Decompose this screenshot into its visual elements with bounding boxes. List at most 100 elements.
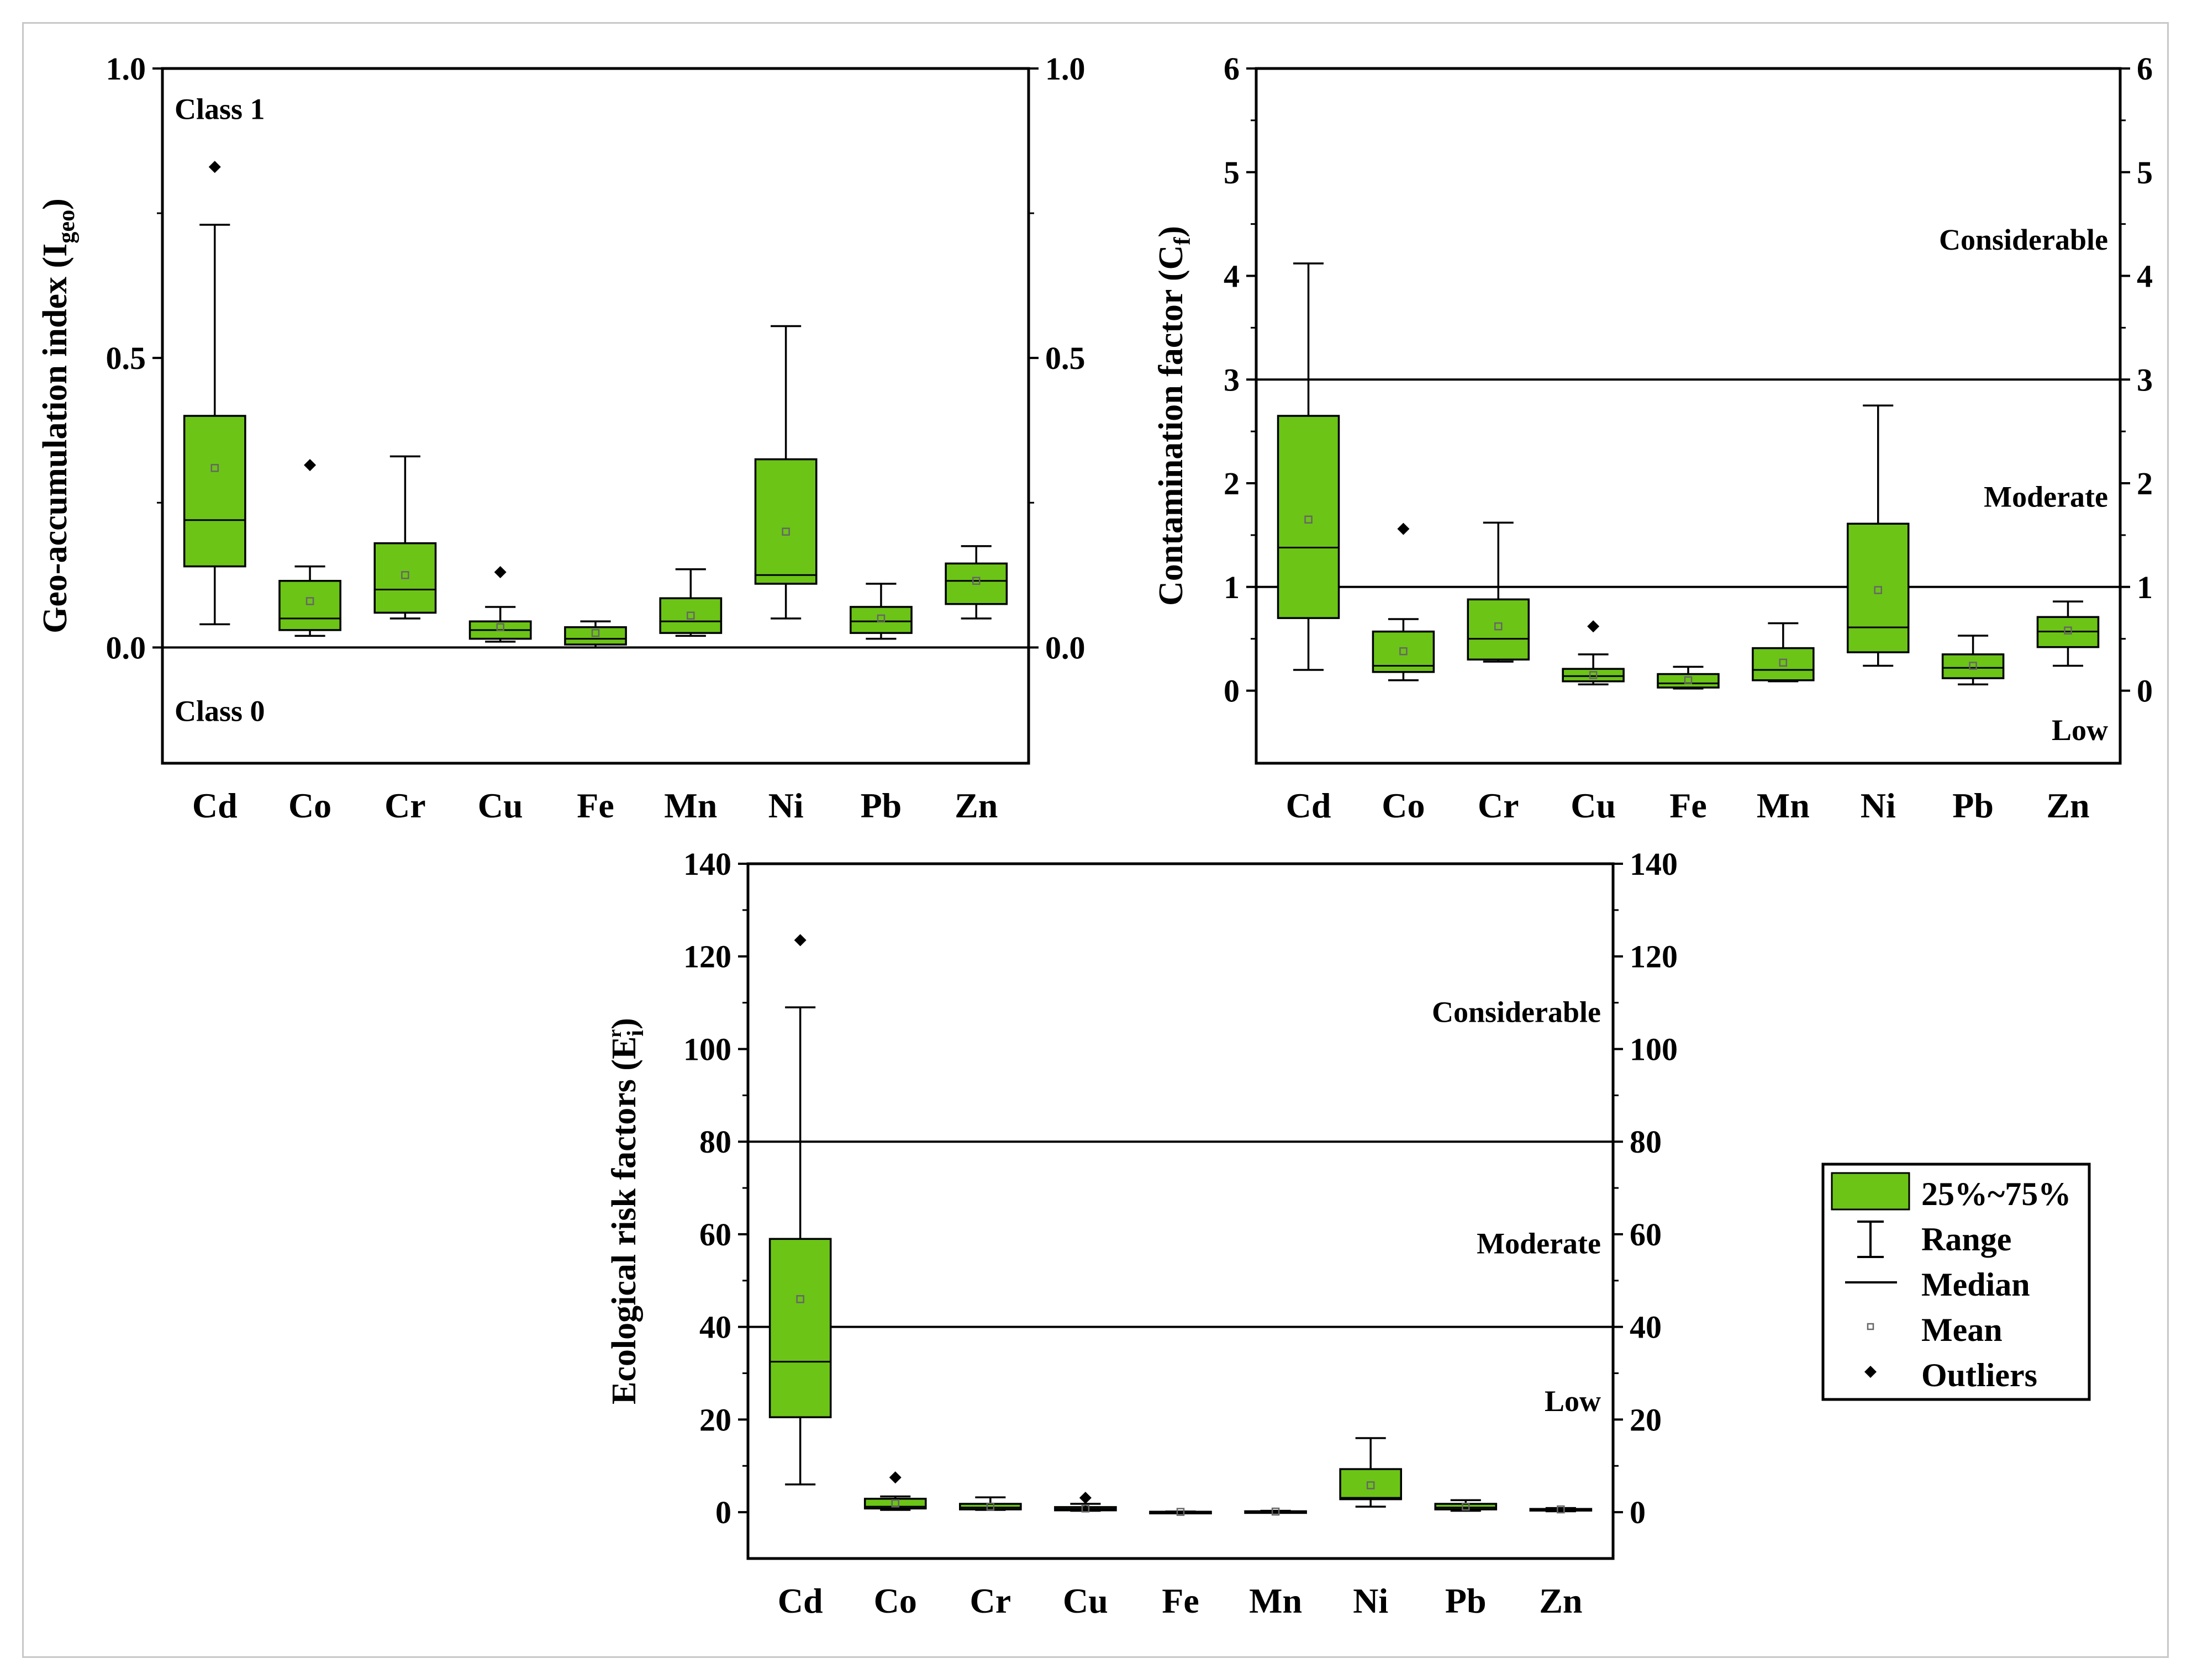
y-tick-label-right: 20 — [1630, 1402, 1662, 1438]
legend-label-box: 25%~75% — [1921, 1176, 2071, 1212]
x-tick-label-cu: Cu — [478, 786, 523, 825]
mean-marker-cr — [401, 571, 409, 579]
y-axis-label: Ecological risk factors (Eir) — [605, 1018, 649, 1404]
mean-marker-cd — [1304, 515, 1313, 524]
legend-range-swatch — [1857, 1221, 1884, 1258]
box-mn — [1752, 647, 1815, 681]
y-tick-label-right: 0 — [1630, 1494, 1646, 1530]
x-tick-label-cu: Cu — [1571, 786, 1616, 825]
box-pb — [1434, 1503, 1498, 1510]
y-tick-label-left: 0.5 — [106, 340, 146, 376]
mean-marker-co — [891, 1499, 899, 1508]
plot-frame — [746, 862, 1615, 1560]
box-ni — [1846, 522, 1910, 653]
zone-annotation: Class 0 — [175, 695, 265, 728]
zone-annotation: Class 1 — [175, 92, 265, 125]
outlier-cd — [208, 161, 221, 173]
box-cd — [768, 1238, 832, 1418]
legend: 25%~75% Range Median Mean Outliers — [1821, 1163, 2091, 1401]
chart-contamination-factor: 0 0 1 1 2 2 3 3 4 4 5 5 6 6 Contamination factor (Cf) C… — [1152, 51, 2153, 825]
y-tick-label-left: 140 — [683, 846, 731, 882]
x-tick-label-ni: Ni — [1861, 786, 1896, 825]
chart-ecological-risk-factors: 0 0 20 20 40 40 60 60 80 80 100 100 120 120 140 140 Ecol… — [605, 846, 1678, 1620]
mean-marker-cu — [496, 623, 504, 631]
mean-marker-pb — [1462, 1502, 1470, 1511]
legend-label-median: Median — [1921, 1266, 2030, 1303]
outlier-co — [1397, 522, 1410, 535]
x-tick-label-pb: Pb — [1445, 1581, 1487, 1620]
y-tick-label-right: 0 — [2137, 673, 2153, 709]
y-tick-label-left: 80 — [699, 1124, 731, 1160]
x-tick-label-cr: Cr — [970, 1581, 1011, 1620]
mean-marker-mn — [687, 611, 695, 620]
box-fe — [1657, 673, 1720, 689]
y-tick-label-left: 60 — [699, 1217, 731, 1253]
x-tick-label-cd: Cd — [778, 1581, 823, 1620]
y-tick-label-right: 0.0 — [1045, 630, 1086, 665]
x-tick-label-cd: Cd — [192, 786, 238, 825]
y-tick-label-left: 3 — [1224, 362, 1240, 398]
outlier-co — [304, 459, 317, 472]
x-tick-label-ni: Ni — [1353, 1581, 1388, 1620]
x-tick-label-mn: Mn — [1757, 786, 1810, 825]
plot-frame — [161, 67, 1030, 765]
mean-marker-cr — [986, 1502, 995, 1511]
outlier-cu — [494, 566, 507, 579]
zone-annotation: Moderate — [1984, 480, 2108, 513]
outlier-cu — [1079, 1492, 1092, 1504]
x-tick-label-zn: Zn — [1539, 1581, 1582, 1620]
mean-marker-pb — [1969, 662, 1977, 670]
y-tick-label-right: 60 — [1630, 1217, 1662, 1253]
x-tick-label-mn: Mn — [1249, 1581, 1302, 1620]
mean-marker-ni — [1366, 1481, 1375, 1489]
x-tick-label-cu: Cu — [1063, 1581, 1108, 1620]
legend-label-range: Range — [1921, 1221, 2011, 1258]
outlier-co — [889, 1471, 902, 1484]
outlier-cu — [1587, 620, 1600, 633]
y-tick-label-right: 100 — [1630, 1031, 1678, 1067]
y-tick-label-left: 4 — [1224, 258, 1240, 294]
y-tick-label-right: 4 — [2137, 258, 2153, 294]
y-tick-label-right: 120 — [1630, 939, 1678, 975]
y-tick-label-left: 6 — [1224, 51, 1240, 87]
box-cr — [1467, 598, 1530, 661]
mean-marker-pb — [877, 614, 886, 623]
figure-frame — [22, 22, 2169, 1658]
y-tick-label-right: 1 — [2137, 569, 2153, 605]
x-tick-label-fe: Fe — [1162, 1581, 1199, 1620]
x-tick-label-pb: Pb — [1952, 786, 1994, 825]
x-tick-label-co: Co — [288, 786, 331, 825]
y-tick-label-left: 5 — [1224, 155, 1240, 191]
zone-annotation: Low — [2052, 714, 2108, 747]
legend-mean-swatch — [1867, 1323, 1874, 1330]
box-co — [278, 580, 341, 631]
box-pb — [850, 606, 913, 634]
x-tick-label-fe: Fe — [577, 786, 614, 825]
y-tick-label-left: 1.0 — [106, 51, 146, 87]
mean-marker-cd — [210, 464, 219, 472]
mean-marker-cu — [1081, 1504, 1090, 1513]
mean-marker-co — [305, 597, 314, 605]
x-tick-label-cr: Cr — [1478, 786, 1519, 825]
y-tick-label-right: 140 — [1630, 846, 1678, 882]
y-tick-label-left: 0 — [715, 1494, 731, 1530]
y-axis-label: Contamination factor (Cf) — [1152, 226, 1195, 606]
y-tick-label-left: 0.0 — [106, 630, 146, 665]
x-tick-label-co: Co — [1382, 786, 1425, 825]
y-tick-label-left: 100 — [683, 1031, 731, 1067]
mean-marker-fe — [1176, 1508, 1185, 1516]
y-tick-label-right: 80 — [1630, 1124, 1662, 1160]
mean-marker-mn — [1779, 658, 1788, 667]
y-tick-label-left: 1 — [1224, 569, 1240, 605]
x-tick-label-fe: Fe — [1669, 786, 1707, 825]
mean-marker-fe — [591, 628, 600, 637]
y-tick-label-left: 40 — [699, 1309, 731, 1345]
y-tick-label-right: 3 — [2137, 362, 2153, 398]
x-tick-label-pb: Pb — [861, 786, 902, 825]
mean-marker-cr — [1494, 622, 1503, 631]
x-tick-label-zn: Zn — [955, 786, 998, 825]
y-tick-label-right: 1.0 — [1045, 51, 1086, 87]
mean-marker-cd — [796, 1295, 804, 1303]
x-tick-label-co: Co — [874, 1581, 917, 1620]
legend-outlier-swatch — [1864, 1366, 1877, 1378]
